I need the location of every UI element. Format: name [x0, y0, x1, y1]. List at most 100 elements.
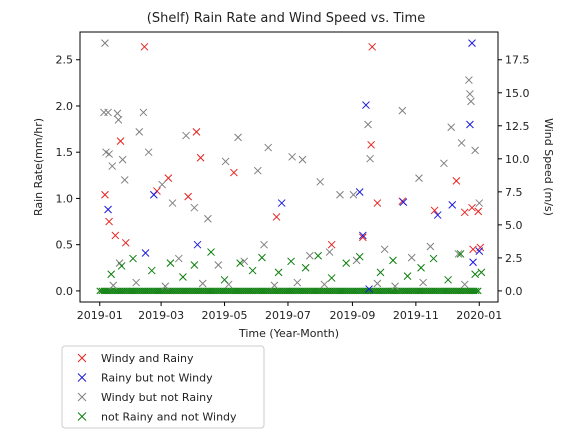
data-point: [454, 250, 463, 258]
data-point: [316, 177, 325, 186]
data-point: [466, 90, 474, 98]
data-point: [342, 259, 351, 268]
legend-marker: [77, 353, 87, 363]
data-point: [270, 281, 279, 290]
data-point: [108, 162, 117, 170]
data-point: [447, 123, 456, 132]
legend-label: not Rainy and not Windy: [101, 411, 237, 424]
y2-tick-label: 7.5: [505, 186, 523, 199]
data-point: [325, 248, 334, 256]
data-point: [190, 261, 199, 269]
data-point: [164, 174, 173, 182]
data-point: [221, 157, 230, 166]
data-point: [121, 238, 130, 247]
y2-tick-label: 17.5: [505, 54, 530, 67]
data-point: [288, 152, 296, 161]
data-point: [403, 272, 412, 280]
y-tick-label: 1.5: [56, 146, 74, 159]
data-point: [358, 233, 367, 242]
data-point: [120, 176, 129, 184]
data-point: [264, 143, 273, 152]
data-point: [139, 108, 148, 117]
data-point: [448, 201, 457, 209]
data-point: [214, 261, 223, 269]
data-point: [475, 247, 484, 255]
data-point: [168, 199, 177, 207]
data-point: [182, 131, 190, 140]
data-point: [113, 109, 122, 118]
data-point: [398, 106, 407, 115]
legend-label: Windy and Rainy: [101, 352, 194, 365]
data-point: [367, 140, 375, 149]
data-point: [166, 259, 175, 268]
data-point: [236, 259, 244, 268]
series-1: [101, 42, 485, 254]
data-point: [471, 270, 479, 279]
data-point: [116, 137, 125, 145]
data-point: [301, 263, 310, 272]
data-point: [373, 199, 382, 207]
data-point: [456, 250, 465, 258]
data-point: [366, 154, 374, 163]
data-point: [132, 278, 141, 287]
y-tick-label: 0.0: [56, 285, 74, 298]
data-point: [320, 280, 329, 289]
data-point: [368, 42, 377, 51]
y2-tick-label: 5.0: [505, 219, 523, 232]
series-2: [104, 39, 484, 293]
data-point: [469, 245, 477, 254]
y-tick-label: 2.5: [56, 54, 74, 67]
data-point: [327, 240, 336, 249]
data-point: [444, 275, 452, 284]
y2-tick-label: 2.5: [505, 252, 523, 265]
data-point: [144, 148, 153, 157]
data-point: [196, 153, 205, 162]
y2-tick-label: 10.0: [505, 153, 530, 166]
legend-marker: [77, 412, 87, 421]
x-tick-label: 2019-05: [202, 309, 248, 322]
series-3: [100, 39, 484, 291]
data-point: [364, 120, 372, 129]
data-point: [141, 249, 150, 257]
data-point: [305, 251, 314, 260]
data-point: [298, 155, 307, 164]
data-point: [426, 242, 435, 251]
data-point: [471, 146, 479, 155]
data-point: [433, 211, 442, 219]
data-point: [140, 42, 149, 51]
x-tick-label: 2019-01: [77, 309, 123, 322]
data-point: [475, 199, 484, 207]
data-point: [193, 240, 202, 249]
data-point: [105, 150, 113, 158]
legend-label: Rainy but not Windy: [101, 372, 213, 385]
legend-frame: [61, 345, 265, 429]
data-point: [327, 274, 336, 282]
x-tick-label: 2019-03: [138, 309, 184, 322]
x-tick-label: 2019-11: [393, 309, 439, 322]
data-point: [460, 280, 469, 289]
data-point: [440, 159, 448, 168]
data-point: [114, 115, 123, 124]
data-point: [161, 282, 170, 291]
data-point: [336, 190, 344, 199]
data-point: [467, 97, 475, 106]
chart-title: (Shelf) Rain Rate and Wind Speed vs. Tim…: [147, 11, 425, 26]
data-point: [362, 101, 370, 109]
axes: 2019-01 2019-03 2019-05 2019-07 2019-09 2019-…: [56, 54, 530, 322]
data-point: [391, 282, 399, 291]
data-point: [179, 273, 187, 281]
data-point: [349, 190, 358, 199]
data-point: [135, 128, 144, 136]
data-point: [118, 155, 127, 164]
data-point: [101, 190, 109, 199]
data-point: [287, 257, 295, 266]
data-point: [149, 190, 158, 199]
data-point: [248, 266, 257, 275]
data-point: [389, 256, 397, 265]
data-point: [109, 281, 118, 290]
data-point: [358, 231, 367, 240]
baseline-marker: [474, 287, 482, 295]
data-point: [415, 174, 423, 182]
data-point: [174, 254, 183, 263]
